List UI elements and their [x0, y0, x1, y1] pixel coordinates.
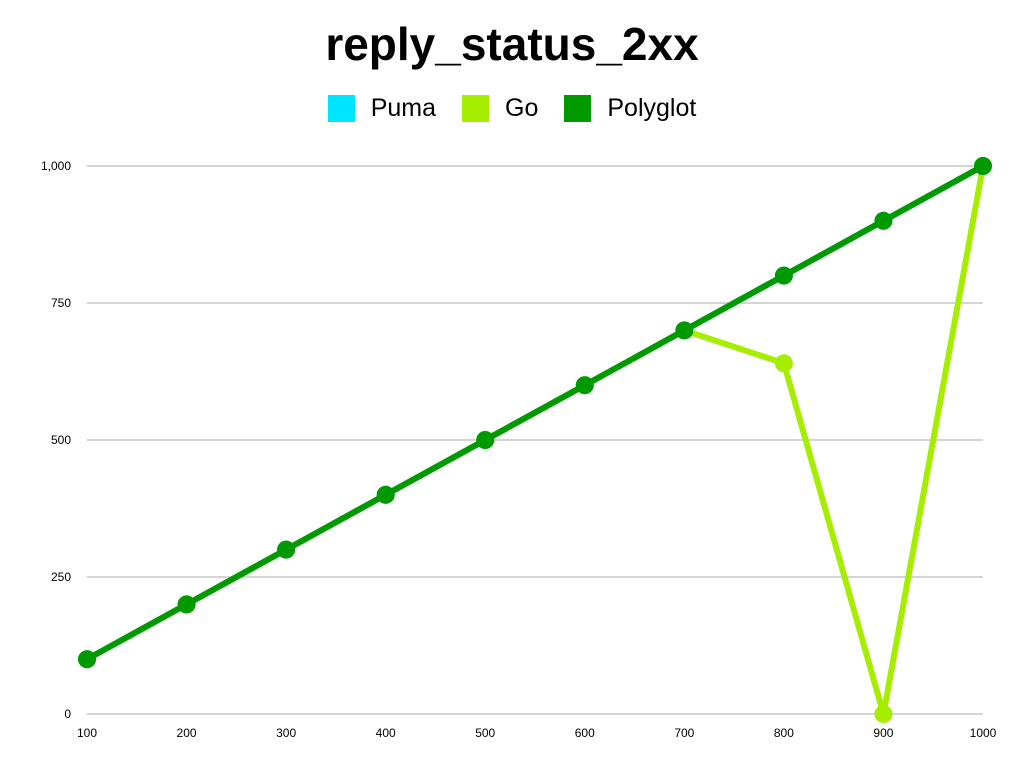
x-tick-label: 1000 — [970, 726, 997, 740]
y-tick-label: 750 — [51, 296, 71, 310]
data-point-go[interactable] — [874, 705, 893, 723]
x-tick-label: 300 — [276, 726, 296, 740]
y-tick-label: 250 — [51, 570, 71, 584]
legend-swatch-polyglot — [564, 94, 592, 122]
legend: Puma Go Polyglot — [0, 92, 1024, 124]
legend-item-go[interactable]: Go — [462, 93, 538, 123]
gridlines — [87, 165, 983, 715]
data-point-polyglot[interactable] — [974, 157, 992, 175]
legend-label-puma: Puma — [370, 94, 436, 122]
series-layer — [78, 157, 992, 723]
data-point-polyglot[interactable] — [177, 595, 196, 614]
series-line-polyglot — [84, 163, 986, 663]
x-tick-label: 400 — [376, 726, 396, 740]
y-tick-label: 0 — [64, 707, 71, 721]
x-tick-label: 600 — [575, 726, 595, 740]
x-tick-label: 100 — [77, 726, 97, 740]
x-axis-ticks: 100 200 300 400 500 600 700 800 900 1000 — [77, 726, 997, 740]
legend-swatch-go — [462, 94, 489, 122]
legend-item-polyglot[interactable]: Polyglot — [564, 93, 696, 123]
y-tick-label: 1,000 — [41, 159, 71, 173]
legend-label-polyglot: Polyglot — [607, 94, 697, 122]
y-axis-ticks: 0 250 500 750 1,000 — [41, 159, 71, 721]
chart-title: reply_status_2xx — [325, 18, 699, 70]
data-point-polyglot[interactable] — [78, 650, 96, 669]
data-point-polyglot[interactable] — [874, 211, 893, 230]
legend-swatch-puma — [327, 94, 355, 122]
legend-item-puma[interactable]: Puma — [327, 93, 436, 123]
y-tick-label: 500 — [51, 433, 71, 447]
x-tick-label: 900 — [873, 726, 893, 740]
x-tick-label: 200 — [177, 726, 197, 740]
data-point-polyglot[interactable] — [774, 266, 793, 285]
data-point-polyglot[interactable] — [675, 321, 694, 340]
legend-label-go: Go — [505, 94, 539, 122]
series-polyglot — [78, 157, 992, 669]
data-point-go[interactable] — [774, 354, 793, 373]
data-point-polyglot[interactable] — [277, 540, 296, 559]
x-tick-label: 800 — [774, 726, 794, 740]
data-point-polyglot[interactable] — [476, 431, 495, 449]
data-point-polyglot[interactable] — [575, 376, 594, 395]
x-tick-label: 500 — [475, 726, 495, 740]
data-point-polyglot[interactable] — [376, 485, 395, 504]
x-tick-label: 700 — [674, 726, 694, 740]
